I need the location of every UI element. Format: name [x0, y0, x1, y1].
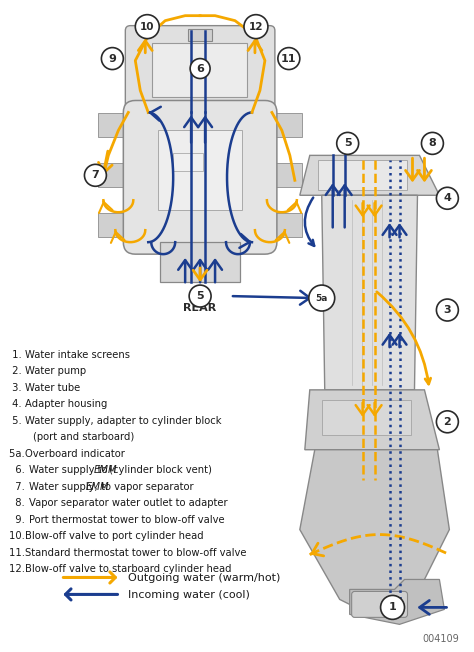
Text: 10: 10	[140, 22, 155, 32]
Text: 1.: 1.	[9, 350, 25, 360]
Bar	[188, 29, 212, 40]
Text: 2: 2	[444, 417, 451, 427]
Polygon shape	[322, 196, 418, 390]
Text: 4.: 4.	[9, 399, 25, 409]
Text: Water tube: Water tube	[25, 383, 80, 393]
Bar	[160, 242, 240, 282]
Text: 8: 8	[428, 138, 436, 149]
Circle shape	[381, 595, 404, 619]
Text: (cylinder block vent): (cylinder block vent)	[106, 466, 211, 475]
Circle shape	[278, 48, 300, 70]
Text: 10.: 10.	[9, 531, 27, 541]
Bar	[99, 113, 138, 138]
Circle shape	[244, 14, 268, 38]
Text: Overboard indicator: Overboard indicator	[25, 449, 125, 459]
Text: Vapor separator water outlet to adapter: Vapor separator water outlet to adapter	[29, 498, 228, 508]
Circle shape	[84, 164, 106, 186]
Circle shape	[101, 48, 123, 70]
Polygon shape	[300, 155, 439, 196]
Text: 5.: 5.	[9, 416, 25, 426]
FancyBboxPatch shape	[352, 591, 408, 617]
Text: 7: 7	[91, 170, 99, 181]
Text: Water intake screens: Water intake screens	[25, 350, 130, 360]
Text: Incoming water (cool): Incoming water (cool)	[128, 591, 250, 600]
Text: 6.: 6.	[9, 466, 27, 475]
Text: 1: 1	[389, 602, 396, 612]
Text: 3: 3	[444, 305, 451, 315]
Text: Port thermostat tower to blow-off valve: Port thermostat tower to blow-off valve	[29, 514, 225, 525]
Polygon shape	[350, 580, 445, 625]
Text: 5a: 5a	[316, 293, 328, 303]
Bar	[158, 130, 242, 210]
Text: Water supply, adapter to cylinder block: Water supply, adapter to cylinder block	[25, 416, 221, 426]
Text: 7.: 7.	[9, 482, 27, 492]
Text: 5: 5	[196, 291, 204, 301]
Text: (port and starboard): (port and starboard)	[33, 432, 134, 442]
Text: EMM: EMM	[85, 482, 109, 492]
Circle shape	[135, 14, 159, 38]
Text: 6: 6	[196, 63, 204, 74]
Text: 5: 5	[344, 138, 352, 149]
Text: 9: 9	[109, 53, 116, 64]
Circle shape	[437, 299, 458, 321]
Text: Water pump: Water pump	[25, 366, 86, 376]
Circle shape	[421, 132, 443, 155]
Text: to vapor separator: to vapor separator	[98, 482, 193, 492]
Text: Standard thermostat tower to blow-off valve: Standard thermostat tower to blow-off va…	[25, 548, 246, 557]
Text: 8.: 8.	[9, 498, 27, 508]
Circle shape	[190, 59, 210, 78]
Bar	[262, 213, 302, 237]
Text: Blow-off valve to starboard cylinder head: Blow-off valve to starboard cylinder hea…	[25, 564, 231, 574]
Text: 5a.: 5a.	[9, 449, 27, 459]
Text: 12.: 12.	[9, 564, 28, 574]
Bar	[99, 213, 138, 237]
Bar	[173, 153, 203, 171]
Circle shape	[337, 132, 359, 155]
Text: 3.: 3.	[9, 383, 25, 393]
Text: 11.: 11.	[9, 548, 28, 557]
Text: 004109: 004109	[423, 634, 459, 644]
Circle shape	[189, 285, 211, 307]
Polygon shape	[300, 450, 449, 619]
Bar	[322, 400, 411, 435]
Text: EMM: EMM	[93, 466, 117, 475]
FancyBboxPatch shape	[125, 25, 275, 115]
Bar	[262, 113, 302, 138]
Text: 11: 11	[281, 53, 297, 64]
Circle shape	[437, 187, 458, 209]
Text: 2.: 2.	[9, 366, 25, 376]
Text: 4: 4	[444, 193, 451, 203]
Text: Outgoing water (warm/hot): Outgoing water (warm/hot)	[128, 574, 281, 584]
Bar	[99, 164, 138, 187]
Bar	[152, 42, 247, 98]
Polygon shape	[305, 390, 439, 450]
Text: 12: 12	[249, 22, 263, 32]
Text: Water supply,: Water supply,	[29, 482, 100, 492]
Circle shape	[437, 411, 458, 433]
Bar	[318, 160, 408, 190]
Text: 9.: 9.	[9, 514, 27, 525]
Bar	[262, 164, 302, 187]
Text: Adapter housing: Adapter housing	[25, 399, 107, 409]
FancyBboxPatch shape	[123, 100, 277, 254]
Text: Water supply to: Water supply to	[29, 466, 110, 475]
Circle shape	[309, 285, 335, 311]
Text: REAR: REAR	[183, 303, 217, 313]
Text: Blow-off valve to port cylinder head: Blow-off valve to port cylinder head	[25, 531, 203, 541]
